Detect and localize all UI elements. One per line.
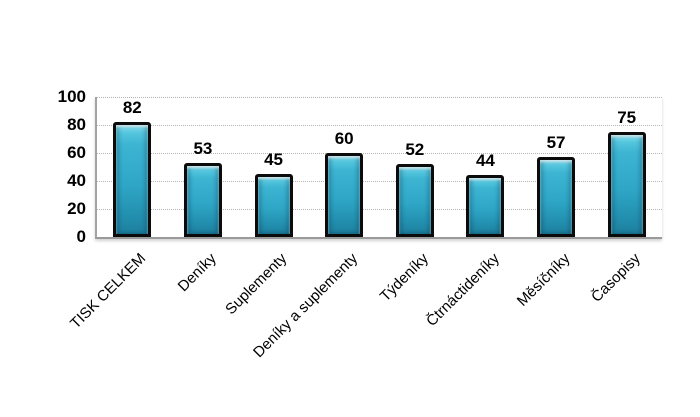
category-label: Časopisy	[588, 250, 644, 306]
bar-2	[254, 174, 293, 237]
category-label: Deníky	[174, 250, 220, 296]
y-tick-label: 0	[76, 227, 86, 246]
y-tick-label: 20	[67, 199, 86, 218]
y-tick-label: 80	[67, 115, 86, 134]
value-label: 45	[264, 150, 284, 169]
value-label: 75	[617, 108, 637, 127]
value-label: 57	[546, 133, 566, 153]
gridline-80	[97, 125, 662, 126]
value-label: 82	[122, 98, 142, 118]
gridline-40	[97, 181, 662, 182]
category-label: Týdeníky	[376, 250, 432, 306]
bar-1	[183, 162, 222, 237]
bar-3	[325, 153, 364, 237]
value-label: 44	[475, 151, 495, 171]
value-label: 60	[334, 129, 354, 148]
value-label: 53	[193, 138, 213, 158]
gridline-20	[97, 209, 662, 210]
plot-area: 82 53 45 60 52 44 57 75	[95, 97, 662, 239]
y-tick-label: 40	[67, 171, 86, 190]
value-label: 52	[405, 140, 425, 160]
bar-5	[466, 175, 505, 237]
category-label: Čtrnáctideníky	[422, 250, 503, 330]
category-label: Měsíčníky	[513, 250, 574, 310]
bar-0	[113, 122, 152, 237]
y-tick-label: 100	[57, 87, 86, 106]
y-tick-label: 60	[67, 143, 86, 162]
bar-6	[537, 157, 576, 237]
category-label: TISK CELKEM	[67, 250, 150, 333]
gridline-60	[97, 153, 662, 154]
bar-7	[607, 132, 646, 237]
gridline-100	[97, 97, 662, 98]
category-label: Suplementy	[222, 250, 291, 319]
bar-4	[395, 164, 434, 237]
